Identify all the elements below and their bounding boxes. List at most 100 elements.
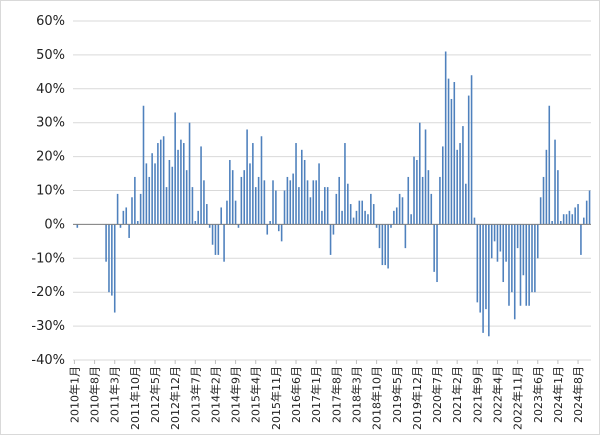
bar (479, 224, 481, 313)
x-tick-label: 2020年7月 (430, 366, 444, 423)
bar (312, 180, 315, 225)
bar (482, 224, 484, 333)
bar (508, 224, 510, 306)
bar (223, 224, 225, 262)
bar (485, 224, 487, 310)
bar (306, 180, 309, 225)
bar (197, 210, 199, 225)
bar (229, 159, 231, 225)
bar (395, 207, 398, 225)
bar (542, 176, 545, 225)
bar (260, 136, 263, 225)
bar (315, 180, 317, 225)
bar (208, 224, 211, 228)
bar (329, 224, 332, 255)
bar (162, 136, 165, 225)
bar (416, 159, 418, 225)
bar (125, 207, 128, 225)
bar (349, 204, 352, 225)
bar (502, 224, 505, 283)
bar (344, 143, 346, 225)
x-tick-label: 2015年11月 (269, 366, 283, 430)
bar (583, 217, 585, 225)
bar (168, 159, 171, 225)
bar (401, 197, 404, 225)
bar (528, 224, 530, 306)
bar (588, 190, 591, 225)
x-tick-label: 2019年12月 (410, 366, 424, 430)
x-tick-label: 2015年4月 (249, 366, 263, 423)
y-tick-label: -10% (31, 251, 65, 266)
x-tick-label: 2011年10月 (128, 366, 142, 430)
bar (430, 193, 433, 225)
bar (516, 224, 519, 249)
bar (183, 143, 185, 225)
bar (413, 156, 415, 225)
bar (372, 204, 375, 225)
y-tick-label: 30% (36, 116, 65, 131)
bar (263, 180, 266, 225)
bar (424, 129, 427, 225)
bar (335, 193, 338, 225)
bar (113, 224, 116, 313)
bar (283, 190, 286, 225)
bar (295, 143, 297, 225)
bar (309, 197, 312, 225)
bar (252, 143, 254, 225)
bar (266, 224, 269, 235)
bar (131, 197, 133, 225)
bar (243, 170, 246, 225)
bar (418, 122, 421, 225)
bar (154, 163, 156, 225)
x-tick-label: 2021年2月 (450, 366, 464, 423)
bar (496, 224, 499, 262)
bar (519, 224, 522, 306)
bar (300, 149, 303, 225)
bar (275, 190, 277, 225)
bar (324, 187, 326, 225)
x-tick-label: 2024年1月 (551, 366, 565, 423)
x-tick-label: 2013年7月 (188, 366, 202, 423)
x-tick-label: 2024年8月 (571, 366, 585, 423)
bar (249, 163, 251, 225)
bar (185, 170, 188, 225)
x-tick-label: 2019年5月 (390, 366, 404, 423)
bar (237, 224, 240, 228)
bar (136, 221, 139, 225)
x-tick-label: 2018年10月 (370, 366, 384, 430)
bar (571, 214, 574, 225)
bar (488, 224, 490, 337)
bar (257, 176, 260, 225)
bar (338, 176, 340, 225)
bar (473, 217, 476, 225)
bar (421, 176, 424, 225)
bar (203, 180, 205, 225)
y-tick-label: -20% (31, 285, 65, 300)
y-tick-label: 60% (36, 14, 65, 29)
x-tick-label: 2018年3月 (349, 366, 363, 423)
bar (272, 180, 274, 225)
bar (298, 187, 300, 225)
bar (525, 224, 528, 306)
bar (562, 214, 565, 225)
x-tick-label: 2017年8月 (329, 366, 343, 423)
bar (303, 159, 306, 225)
bar (534, 224, 536, 293)
y-tick-label: -30% (31, 319, 65, 334)
bar (191, 187, 194, 225)
bar (134, 176, 136, 225)
x-axis-tick-labels: 2010年1月 2010年8月 2011年3月 2011年10月 2012年5月 2012… (67, 360, 585, 430)
bar (157, 143, 159, 225)
bar (286, 176, 289, 225)
bar (211, 224, 214, 245)
bar (505, 224, 507, 262)
bar (531, 224, 533, 293)
bar (513, 224, 516, 320)
bar (269, 221, 271, 225)
y-tick-label: 40% (36, 82, 65, 97)
bar (280, 224, 283, 242)
bar (332, 224, 335, 235)
x-tick-label: 2016年6月 (289, 366, 303, 423)
bar (321, 210, 323, 225)
bar (398, 193, 401, 225)
